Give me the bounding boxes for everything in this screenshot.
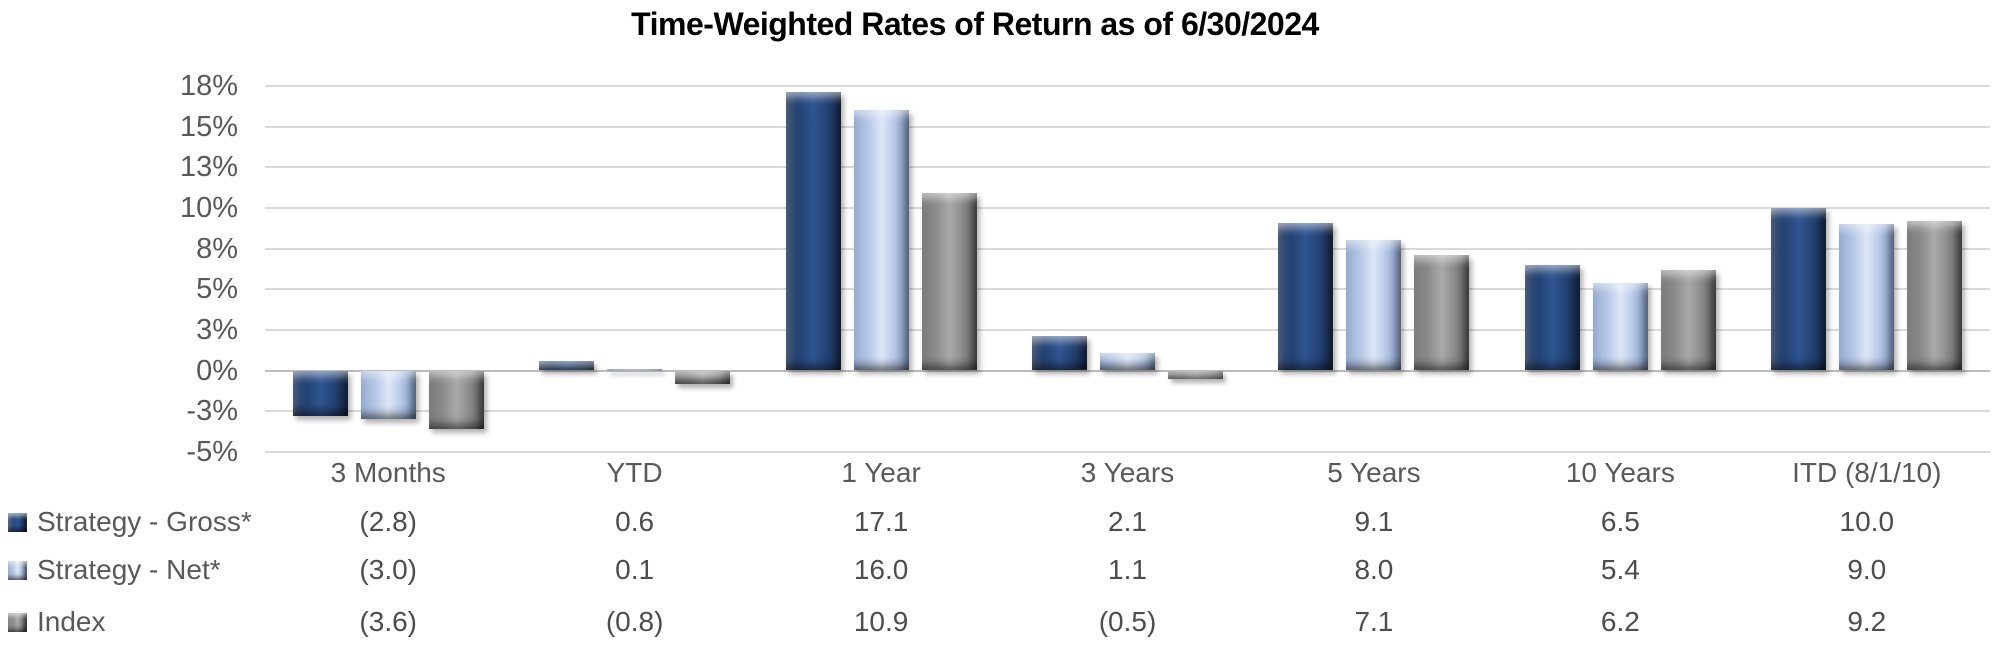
bar-strategy-net (607, 368, 663, 372)
gridline (265, 450, 1990, 453)
table-cell: 2.1 (1108, 506, 1147, 537)
y-tick-label: 13% (179, 151, 238, 184)
y-tick-label: 3% (196, 313, 238, 346)
table-cell: 9.2 (1847, 606, 1887, 637)
bar-strategy-gross (785, 92, 841, 371)
y-tick-label: 18% (179, 69, 238, 102)
legend-label: Strategy - Net* (37, 554, 221, 585)
table-cell: 10.0 (1839, 506, 1895, 537)
table-cell: (3.0) (359, 554, 417, 585)
legend-item: Strategy - Gross* (8, 502, 252, 542)
y-tick-label: -3% (186, 395, 238, 428)
y-tick-label: 0% (196, 354, 238, 387)
table-cell: (2.8) (359, 506, 417, 537)
bar-strategy-gross (539, 360, 595, 371)
table-row: (3.6) (0.8) 10.9 (0.5) 7.1 6.2 9.2 (265, 602, 1990, 642)
gridline (265, 166, 1990, 169)
gridline (265, 206, 1990, 209)
category-label: 3 Months (330, 457, 446, 488)
bar-strategy-net (853, 110, 909, 371)
table-cell: 0.1 (615, 554, 655, 585)
table-cell: 0.6 (615, 506, 655, 537)
gridline (265, 125, 1990, 128)
table-cell: 7.1 (1354, 606, 1394, 637)
gridline (265, 247, 1990, 250)
category-label: 1 Year (841, 457, 921, 488)
table-cell: (3.6) (359, 606, 417, 637)
table-cell: 16.0 (853, 554, 909, 585)
bar-strategy-net (1592, 282, 1648, 371)
gridline (265, 410, 1990, 413)
y-tick-label: 5% (196, 273, 238, 306)
table-cell: 6.2 (1600, 606, 1640, 637)
table-cell: 1.1 (1108, 554, 1147, 585)
bar-index (428, 370, 484, 430)
bar-index (1414, 255, 1470, 371)
table-cell: 17.1 (853, 506, 909, 537)
category-label: 10 Years (1565, 457, 1675, 488)
category-axis-row: 3 Months YTD 1 Year 3 Years 5 Years 10 Years I… (265, 454, 1990, 492)
category-label: ITD (8/1/10) (1792, 457, 1942, 488)
bar-strategy-gross (1278, 222, 1334, 371)
bar-strategy-net (1346, 240, 1402, 371)
category-label: 3 Years (1080, 457, 1175, 488)
legend-label: Index (37, 606, 106, 637)
legend-swatch-icon (8, 612, 27, 632)
y-tick-label: 15% (179, 110, 238, 143)
table-row: (2.8) 0.6 17.1 2.1 9.1 6.5 10.0 (265, 502, 1990, 542)
table-cell: 10.9 (853, 606, 909, 637)
chart-title: Time-Weighted Rates of Return as of 6/30… (631, 6, 1319, 42)
table-cell: (0.5) (1098, 606, 1157, 637)
legend-swatch-icon (8, 560, 27, 580)
table-cell: 5.4 (1600, 554, 1640, 585)
zero-gridline (265, 369, 1990, 372)
bar-strategy-gross (292, 370, 348, 417)
gridline (265, 288, 1990, 291)
legend-item: Strategy - Net* (8, 550, 221, 590)
legend-label: Strategy - Gross* (37, 506, 252, 537)
gridline (265, 84, 1990, 87)
bar-strategy-gross (1771, 207, 1827, 371)
table-cell: 9.1 (1354, 506, 1394, 537)
gridline (265, 328, 1990, 331)
table-cell: 8.0 (1354, 554, 1394, 585)
bar-strategy-net (360, 370, 416, 420)
bar-strategy-net (1839, 224, 1895, 371)
bar-index (921, 193, 977, 371)
y-tick-label: -5% (186, 435, 238, 468)
table-cell: 6.5 (1600, 506, 1640, 537)
bar-index (1907, 220, 1963, 371)
table-row: (3.0) 0.1 16.0 1.1 8.0 5.4 9.0 (265, 550, 1990, 590)
bar-index (1168, 370, 1223, 379)
table-cell: (0.8) (605, 606, 664, 637)
bar-strategy-gross (1524, 264, 1580, 371)
bar-index (675, 370, 731, 384)
legend-item: Index (8, 602, 106, 642)
category-label: YTD (606, 457, 663, 488)
table-cell: 9.0 (1847, 554, 1887, 585)
bar-strategy-gross (1032, 336, 1087, 371)
bar-index (1660, 269, 1716, 371)
legend-swatch-icon (8, 512, 27, 532)
y-tick-label: 10% (179, 191, 238, 224)
bar-strategy-net (1100, 352, 1155, 371)
y-tick-label: 8% (196, 232, 238, 265)
category-label: 5 Years (1327, 457, 1421, 488)
